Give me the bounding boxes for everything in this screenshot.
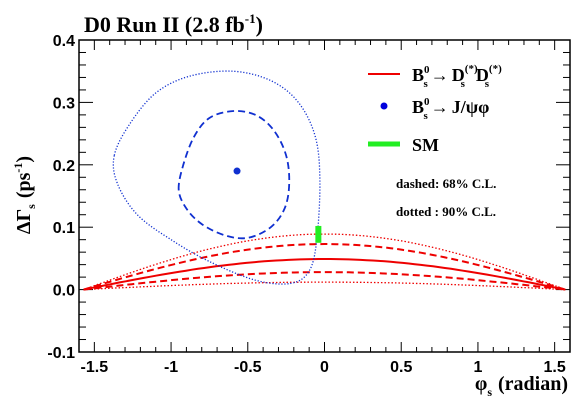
y-tick-label: 0.2 bbox=[53, 158, 75, 175]
legend-label-sm: SM bbox=[412, 135, 439, 155]
ds-curve-dashed-inner bbox=[83, 271, 566, 291]
legend-ds-D2-sup: (*) bbox=[489, 63, 502, 75]
legend-label-ds: B0 s → D(*) s D(*) s bbox=[412, 63, 502, 90]
y-tick-label: -0.1 bbox=[47, 345, 75, 362]
x-tick-labels: -1.5 -1 -0.5 0 0.5 1 1.5 bbox=[81, 359, 566, 376]
y-axis-label: ΔΓs (ps-1) bbox=[11, 156, 38, 234]
x-tick-label: 1 bbox=[473, 359, 482, 376]
x-tick-label: -1 bbox=[164, 359, 178, 376]
x-tick-label: -1.5 bbox=[81, 359, 109, 376]
legend-ds-B: B bbox=[412, 65, 424, 85]
tick-marks bbox=[78, 39, 571, 353]
legend-ds-B-sub: s bbox=[424, 78, 429, 90]
y-axis-label-main: ΔΓ bbox=[13, 209, 35, 234]
legend-ds-D1-sup: (*) bbox=[465, 63, 478, 75]
markers bbox=[233, 167, 322, 243]
annotation-dotted: dotted : 90% C.L. bbox=[396, 204, 496, 219]
legend-ds-D1: D bbox=[452, 65, 465, 85]
y-tick-label: 0.4 bbox=[53, 33, 75, 50]
legend-jpsi-arrow: → bbox=[431, 97, 449, 117]
ds-curve-dotted-inner bbox=[83, 281, 566, 291]
x-axis-label-sub: s bbox=[487, 385, 492, 399]
jpsi-contours bbox=[112, 70, 321, 285]
ds-curve-dotted-outer bbox=[83, 233, 566, 291]
legend-jpsi-B-sub: s bbox=[424, 110, 429, 122]
annotation-dashed: dashed: 68% C.L. bbox=[396, 176, 496, 191]
jpsi-contour-90 bbox=[112, 70, 321, 285]
ds-curve-central bbox=[83, 258, 566, 291]
y-tick-label: 0.0 bbox=[53, 283, 75, 300]
legend-jpsi-B-sup: 0 bbox=[424, 96, 430, 108]
x-tick-label: 0.5 bbox=[390, 359, 412, 376]
y-tick-label: 0.3 bbox=[53, 95, 75, 112]
x-tick-label: 0 bbox=[320, 359, 329, 376]
y-axis-label-unit-open: (ps bbox=[13, 172, 35, 198]
legend-ds-D2: D bbox=[476, 65, 489, 85]
x-axis-label-unit: (radian) bbox=[498, 373, 568, 395]
legend-ds-D2-sub: s bbox=[485, 78, 490, 90]
y-axis-label-unit-sup: -1 bbox=[11, 163, 25, 173]
y-axis-label-sub: s bbox=[24, 204, 38, 209]
chart-title-main: D0 Run II (2.8 fb bbox=[84, 12, 245, 37]
y-tick-labels: -0.1 0.0 0.1 0.2 0.3 0.4 bbox=[47, 33, 75, 362]
jpsi-central-point bbox=[233, 167, 241, 175]
jpsi-contour-68 bbox=[177, 110, 291, 240]
x-tick-label: -0.5 bbox=[234, 359, 262, 376]
x-axis-label: φs (radian) bbox=[475, 373, 568, 399]
chart-title-sup: -1 bbox=[245, 11, 256, 26]
legend: B0 s → D(*) s D(*) s B0 s → J/ψφ SM dashed: 68% C… bbox=[368, 63, 502, 219]
legend-marker-jpsi bbox=[380, 102, 388, 110]
y-tick-label: 0.1 bbox=[53, 220, 75, 237]
legend-ds-B-sup: 0 bbox=[424, 64, 430, 76]
x-axis-label-main: φ bbox=[475, 373, 487, 395]
chart-title: D0 Run II (2.8 fb-1) bbox=[84, 11, 263, 37]
plot-frame bbox=[78, 39, 571, 353]
ds-bands bbox=[83, 233, 566, 291]
legend-ds-D1-sub: s bbox=[461, 78, 466, 90]
chart-title-end: ) bbox=[256, 12, 263, 37]
x-tick-label: 1.5 bbox=[544, 359, 566, 376]
ds-curve-dashed-outer bbox=[83, 242, 566, 291]
legend-jpsi-rest: J/ψφ bbox=[452, 97, 490, 117]
y-axis-label-unit-close: ) bbox=[13, 156, 35, 163]
legend-label-jpsi: B0 s → J/ψφ bbox=[412, 96, 489, 122]
legend-ds-arrow: → bbox=[431, 65, 449, 85]
legend-jpsi-B: B bbox=[412, 97, 424, 117]
